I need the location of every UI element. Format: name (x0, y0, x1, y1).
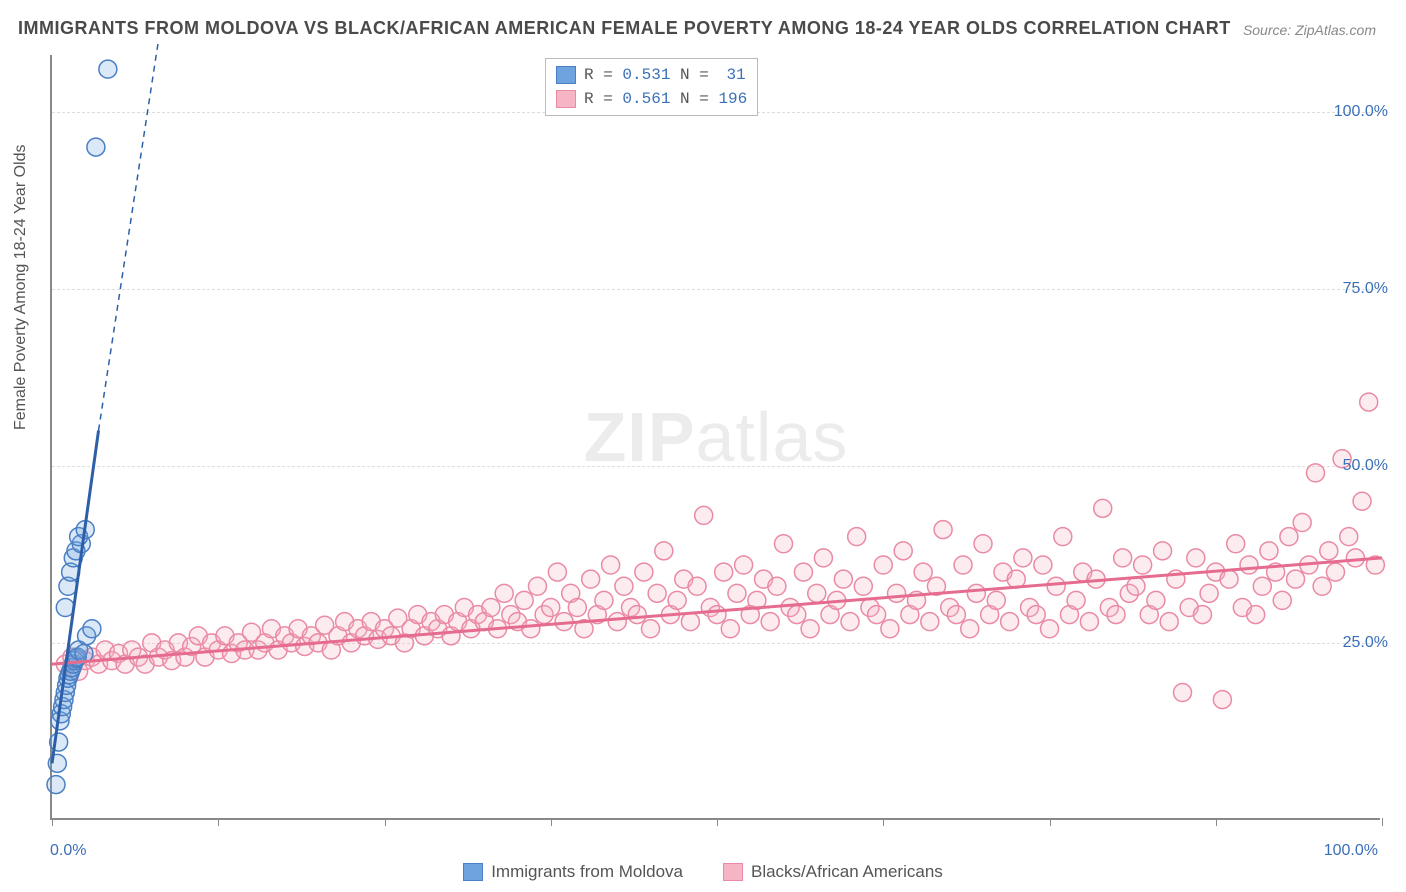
plot-area: ZIPatlas (50, 55, 1380, 820)
swatch-pink-icon (723, 863, 743, 881)
swatch-blue-icon (556, 66, 576, 84)
y-tick-label: 75.0% (1343, 280, 1388, 298)
source-label: Source: ZipAtlas.com (1243, 22, 1376, 38)
legend-stats-row-blue: R = 0.531 N = 31 (556, 63, 747, 87)
chart-title: IMMIGRANTS FROM MOLDOVA VS BLACK/AFRICAN… (18, 18, 1231, 39)
y-tick-label: 50.0% (1343, 457, 1388, 475)
legend-item-pink: Blacks/African Americans (723, 862, 943, 882)
x-tick-0: 0.0% (50, 842, 86, 860)
legend-stats: R = 0.531 N = 31 R = 0.561 N = 196 (545, 58, 758, 116)
y-tick-label: 100.0% (1334, 103, 1388, 121)
swatch-blue-icon (463, 863, 483, 881)
y-tick-label: 25.0% (1343, 634, 1388, 652)
legend-bottom: Immigrants from Moldova Blacks/African A… (0, 862, 1406, 882)
swatch-pink-icon (556, 90, 576, 108)
legend-stats-row-pink: R = 0.561 N = 196 (556, 87, 747, 111)
y-axis-label: Female Poverty Among 18-24 Year Olds (12, 145, 30, 431)
scatter-svg (52, 55, 1380, 818)
x-tick-100: 100.0% (1324, 842, 1378, 860)
legend-item-blue: Immigrants from Moldova (463, 862, 683, 882)
